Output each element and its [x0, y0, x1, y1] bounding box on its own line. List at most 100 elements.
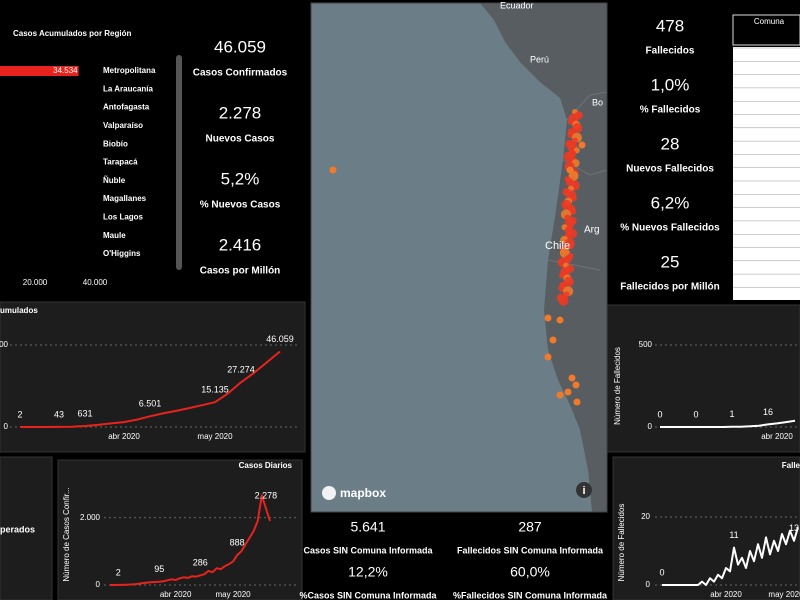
- y-axis-title: Número de Fallecidos: [613, 347, 622, 425]
- kpi-label: Fallecidos: [646, 46, 695, 57]
- case-dot: [549, 336, 557, 344]
- case-dot: [566, 166, 574, 174]
- kpi-value: 12,2%: [348, 564, 388, 580]
- y-tick-label: 50.000: [0, 340, 9, 349]
- category-label: Biobío: [103, 139, 128, 148]
- case-dot: [556, 391, 564, 399]
- kpi-label: % Nuevos Fallecidos: [620, 223, 720, 234]
- panel: [57, 459, 303, 600]
- case-dot: [568, 171, 579, 181]
- category-label: Los Lagos: [103, 213, 144, 222]
- case-dot: [544, 353, 552, 361]
- map-label: Perú: [530, 54, 549, 64]
- kpi-value: 287: [518, 519, 542, 535]
- table-cell: Puente Alto: [737, 76, 775, 85]
- table-cell: San Joaquín: [737, 263, 779, 272]
- table-cell: Qualicura: [737, 156, 770, 165]
- map-label: Bo: [592, 97, 603, 107]
- case-dot: [572, 123, 583, 133]
- panel: [612, 456, 800, 600]
- data-label: 43: [54, 409, 64, 419]
- table-cell: La Pintana: [737, 236, 774, 245]
- table-cell: Santiago: [737, 63, 767, 72]
- data-label: 6.501: [139, 399, 162, 409]
- x-tick-label: abr 2020: [160, 590, 192, 599]
- case-dot: [572, 381, 580, 389]
- category-label: Magallanes: [103, 194, 147, 203]
- category-label: Maule: [103, 231, 126, 240]
- case-dots: [544, 109, 586, 406]
- x-tick-label: may 2020: [216, 590, 252, 599]
- panel: [606, 304, 800, 453]
- panel-text: perados: [0, 524, 35, 534]
- bar: [0, 66, 79, 76]
- line: [662, 526, 799, 586]
- kpi-label: %Casos SIN Comuna Informada: [299, 590, 437, 600]
- table-body: [733, 47, 800, 300]
- chart-title: Falle: [782, 461, 800, 470]
- data-label: 2: [17, 409, 22, 419]
- table-cell: Antofagasta: [737, 209, 778, 218]
- case-dot: [564, 388, 572, 396]
- table-cell: Independencia: [737, 130, 787, 139]
- table-header: Comuna: [754, 17, 785, 26]
- kpi-value: 46.059: [214, 37, 266, 56]
- x-tick-label: 40.000: [83, 278, 108, 287]
- data-label: 15.135: [201, 385, 229, 395]
- table-cell: Punta Arenas: [737, 223, 782, 232]
- table-cell: San Bernardo: [737, 169, 783, 178]
- line: [20, 350, 281, 428]
- kpi-value: 1,0%: [651, 75, 690, 94]
- table-cell: Sa: [737, 289, 747, 298]
- y-tick-label: 0: [648, 422, 653, 431]
- y-axis-title: Número de Fallecidos: [617, 504, 626, 582]
- map-label: Arg: [584, 225, 600, 236]
- data-label: 888: [230, 537, 245, 547]
- data-label: 95: [154, 564, 164, 574]
- kpi-value: 60,0%: [510, 564, 550, 580]
- category-label: La Araucanía: [103, 84, 153, 93]
- data-label: 16: [763, 407, 773, 417]
- y-tick-label: 0: [646, 580, 651, 589]
- y-tick-label: 0: [4, 422, 9, 431]
- table-cell: Recoleta: [737, 103, 767, 112]
- line: [110, 494, 271, 586]
- kpi-label: Nuevos Fallecidos: [626, 164, 714, 175]
- data-label: 2: [116, 567, 121, 577]
- category-label: Antofagasta: [103, 103, 150, 112]
- case-dot: [329, 166, 337, 174]
- table-cell: El Bosque: [737, 276, 771, 285]
- kpi-label: Casos Confirmados: [193, 68, 288, 79]
- case-dot: [563, 291, 570, 298]
- map-frame: [310, 2, 608, 513]
- info-button[interactable]: [576, 482, 592, 498]
- case-dot: [578, 141, 586, 149]
- info-icon: i: [582, 485, 585, 497]
- table-cell: Temuco: [737, 249, 763, 258]
- table-cell: Las Condes: [737, 183, 777, 192]
- y-tick-label: 2.000: [80, 513, 101, 522]
- panel: [0, 456, 53, 600]
- kpi-value: 478: [656, 16, 684, 35]
- map-logo: mapbox: [340, 486, 386, 500]
- category-label: Valparaíso: [103, 121, 143, 130]
- kpi-label: Fallecidos SIN Comuna Informada: [457, 545, 604, 555]
- panel: [0, 301, 306, 453]
- table-cell: No Informada: [737, 50, 783, 59]
- value-label: 34.534: [53, 66, 78, 75]
- logo-icon: [322, 486, 336, 500]
- map-label: Chile: [545, 240, 570, 252]
- case-dot: [567, 243, 574, 250]
- y-axis-title: Número de Casos Confir...: [62, 487, 71, 581]
- data-label: 46.059: [266, 334, 294, 344]
- data-label: 27.274: [227, 365, 255, 375]
- x-tick-label: 20.000: [23, 278, 48, 287]
- category-label: O'Higgins: [103, 249, 141, 258]
- data-label: 2.278: [255, 491, 278, 501]
- kpi-label: Casos por Millón: [200, 266, 281, 277]
- category-label: Tarapacá: [103, 158, 138, 167]
- kpi-label: % Nuevos Casos: [200, 200, 281, 211]
- category-label: Metropolitana: [103, 66, 156, 75]
- chart-title: Casos Acumulados por Región: [13, 29, 132, 38]
